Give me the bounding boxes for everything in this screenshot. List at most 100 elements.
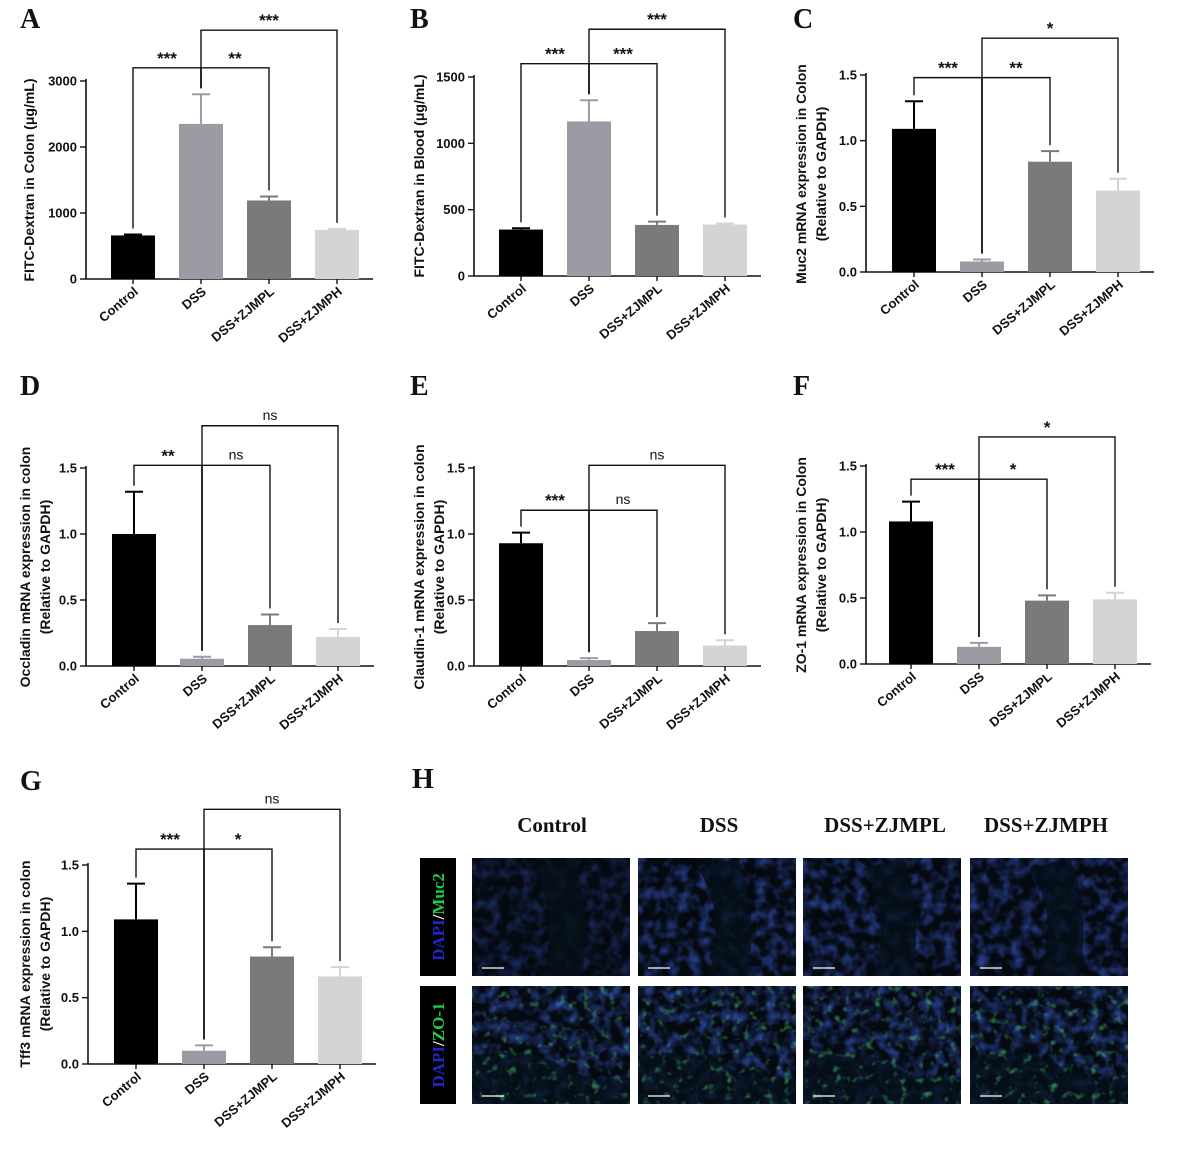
bar — [889, 521, 933, 664]
category-label: DSS+ZJMPL — [208, 284, 277, 345]
panel-letter: E — [410, 371, 429, 402]
bar — [112, 534, 156, 666]
y-tick-label: 1.5 — [61, 858, 79, 873]
category-label: DSS+ZJMPL — [209, 671, 278, 732]
y-tick-label: 0.5 — [61, 990, 79, 1005]
y-axis-label-2: (Relative to GAPDH) — [813, 498, 829, 633]
y-tick-label: 1.0 — [61, 924, 79, 939]
significance-label: *** — [160, 830, 180, 849]
bar — [114, 919, 158, 1064]
bar — [567, 660, 611, 666]
y-tick-label: 0.5 — [839, 591, 857, 606]
panel-letter: C — [793, 4, 813, 35]
y-tick-label: 0.0 — [839, 657, 857, 672]
bar — [250, 956, 294, 1064]
significance-label: ns — [265, 790, 280, 806]
bar — [1093, 599, 1137, 664]
category-label: DSS — [182, 1069, 212, 1098]
significance-label: *** — [545, 45, 565, 64]
y-tick-label: 1500 — [436, 70, 465, 85]
significance-label: * — [1047, 19, 1054, 38]
bar — [703, 645, 747, 666]
significance-label: *** — [157, 49, 177, 68]
stain-label-text: DAPI/Muc2 — [429, 873, 448, 961]
significance-label: ** — [161, 446, 175, 465]
y-tick-label: 1.0 — [839, 133, 857, 148]
bar — [892, 128, 936, 272]
y-axis-label-2: (Relative to GAPDH) — [37, 500, 53, 635]
chart-panel-c: C Muc2 mRNA expression in Colon (Relative … — [793, 4, 1154, 339]
stain-label-text: DAPI/ZO-1 — [429, 1002, 448, 1087]
micrograph-image — [472, 986, 630, 1104]
chart-panel-b: B FITC-Dextran in Blood (μg/mL) 0 500 1000 15… — [410, 4, 761, 343]
y-tick-label: 0.0 — [839, 265, 857, 280]
significance-bracket — [981, 37, 1119, 254]
category-label: DSS+ZJMPH — [275, 284, 345, 346]
bar — [318, 976, 362, 1064]
significance-bracket — [201, 464, 271, 651]
micrograph-image — [472, 858, 630, 976]
bar — [248, 625, 292, 666]
significance-label: * — [1010, 460, 1017, 479]
y-axis-label: Tff3 mRNA expression in colon — [17, 860, 33, 1067]
bar — [703, 224, 747, 276]
category-label: DSS — [567, 281, 597, 310]
y-tick-label: 500 — [443, 202, 465, 217]
y-tick-label: 0.0 — [59, 659, 77, 674]
bar — [182, 1050, 226, 1064]
micrograph-image — [638, 858, 796, 976]
y-tick-label: 0.0 — [447, 659, 465, 674]
y-tick-label: 0 — [70, 272, 77, 287]
bar — [247, 200, 291, 279]
bar — [180, 658, 224, 666]
category-label: DSS+ZJMPH — [276, 671, 346, 733]
panel-letter: G — [20, 766, 42, 797]
bar — [316, 636, 360, 666]
category-label: DSS+ZJMPH — [1056, 277, 1126, 339]
micrograph-image — [970, 986, 1128, 1104]
category-label: DSS — [957, 669, 987, 698]
y-axis-label: FITC-Dextran in Colon (μg/mL) — [21, 79, 37, 282]
y-axis-label-2: (Relative to GAPDH) — [813, 107, 829, 242]
chart-panel-g: G Tff3 mRNA expression in colon (Relative … — [17, 766, 376, 1131]
stain-label-zo1: DAPI/ZO-1 — [420, 986, 456, 1104]
micrograph-image — [803, 986, 961, 1104]
y-tick-label: 0.0 — [61, 1057, 79, 1072]
bar — [567, 121, 611, 277]
stain-label-box — [420, 986, 456, 1104]
category-label: Control — [99, 1069, 144, 1110]
significance-label: *** — [613, 45, 633, 64]
y-axis-label: FITC-Dextran in Blood (μg/mL) — [411, 75, 427, 278]
significance-label: * — [235, 830, 242, 849]
y-tick-label: 1.0 — [447, 527, 465, 542]
panel-letter: H — [412, 764, 434, 795]
lumen-region — [698, 858, 752, 976]
bar — [111, 235, 155, 279]
bar — [1028, 161, 1072, 272]
micrograph-image — [970, 858, 1128, 976]
category-label: Control — [877, 277, 922, 318]
significance-label: ns — [229, 446, 244, 462]
significance-label: * — [1044, 418, 1051, 437]
lumen-region — [863, 858, 917, 976]
significance-label: ns — [263, 407, 278, 423]
lumen-region — [1030, 858, 1084, 976]
category-label: Control — [484, 281, 529, 322]
chart-panel-e: E Claudin-1 mRNA expression in colon (Rela… — [410, 371, 761, 733]
category-label: DSS+ZJMPH — [663, 281, 733, 343]
bar — [1096, 190, 1140, 272]
micrograph-column-label: DSS+ZJMPH — [984, 813, 1108, 837]
stain-label-muc2: DAPI/Muc2 — [420, 858, 456, 976]
significance-label: ** — [228, 49, 242, 68]
bar — [499, 543, 543, 666]
panel-letter: A — [20, 4, 41, 35]
panel-letter: F — [793, 371, 810, 402]
category-label: DSS — [960, 277, 990, 306]
category-label: DSS — [567, 671, 597, 700]
category-label: Control — [97, 671, 142, 712]
y-tick-label: 1.5 — [839, 459, 857, 474]
y-axis-label-2: (Relative to GAPDH) — [37, 897, 53, 1032]
y-tick-label: 0.5 — [447, 593, 465, 608]
significance-bracket — [200, 29, 338, 223]
